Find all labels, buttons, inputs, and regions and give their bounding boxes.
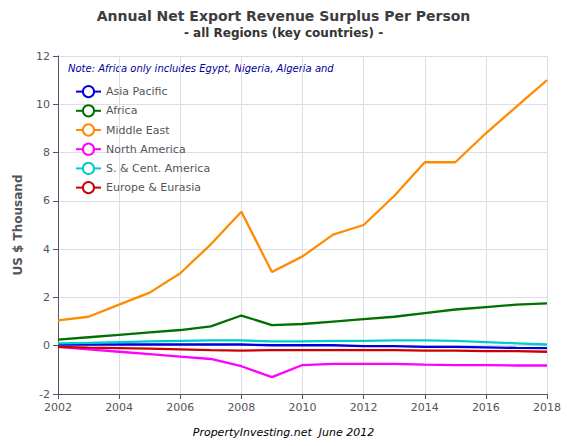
svg-text:PropertyInvesting.net June 20: PropertyInvesting.net June 2012 (193, 426, 375, 439)
svg-text:2010: 2010 (289, 401, 317, 414)
svg-text:Europe & Eurasia: Europe & Eurasia (106, 181, 201, 194)
svg-text:Africa: Africa (106, 104, 137, 117)
svg-text:Asia Pacific: Asia Pacific (106, 85, 168, 98)
svg-text:2002: 2002 (44, 401, 72, 414)
svg-text:8: 8 (43, 146, 50, 159)
svg-text:North America: North America (106, 143, 186, 156)
svg-text:US $ Thousand: US $ Thousand (11, 175, 25, 276)
svg-text:2006: 2006 (166, 401, 194, 414)
svg-text:2004: 2004 (105, 401, 133, 414)
svg-text:0: 0 (43, 339, 50, 352)
svg-text:Annual Net Export Revenue Surp: Annual Net Export Revenue Surplus Per Pe… (97, 8, 471, 24)
svg-text:-2: -2 (39, 388, 50, 401)
svg-text:10: 10 (36, 98, 50, 111)
svg-text:2014: 2014 (411, 401, 439, 414)
svg-text:2018: 2018 (533, 401, 561, 414)
svg-text:Note: Africa only includes Egy: Note: Africa only includes Egypt, Nigeri… (68, 63, 334, 74)
svg-text:2016: 2016 (472, 401, 500, 414)
svg-text:2: 2 (43, 291, 50, 304)
svg-text:2008: 2008 (227, 401, 255, 414)
svg-text:12: 12 (36, 50, 50, 63)
svg-text:2012: 2012 (350, 401, 378, 414)
svg-text:6: 6 (43, 194, 50, 207)
svg-text:S. & Cent. America: S. & Cent. America (106, 162, 210, 175)
svg-text:Middle East: Middle East (106, 124, 170, 137)
svg-text:- all Regions (key countries): - all Regions (key countries) - (184, 26, 383, 40)
svg-text:4: 4 (43, 243, 50, 256)
